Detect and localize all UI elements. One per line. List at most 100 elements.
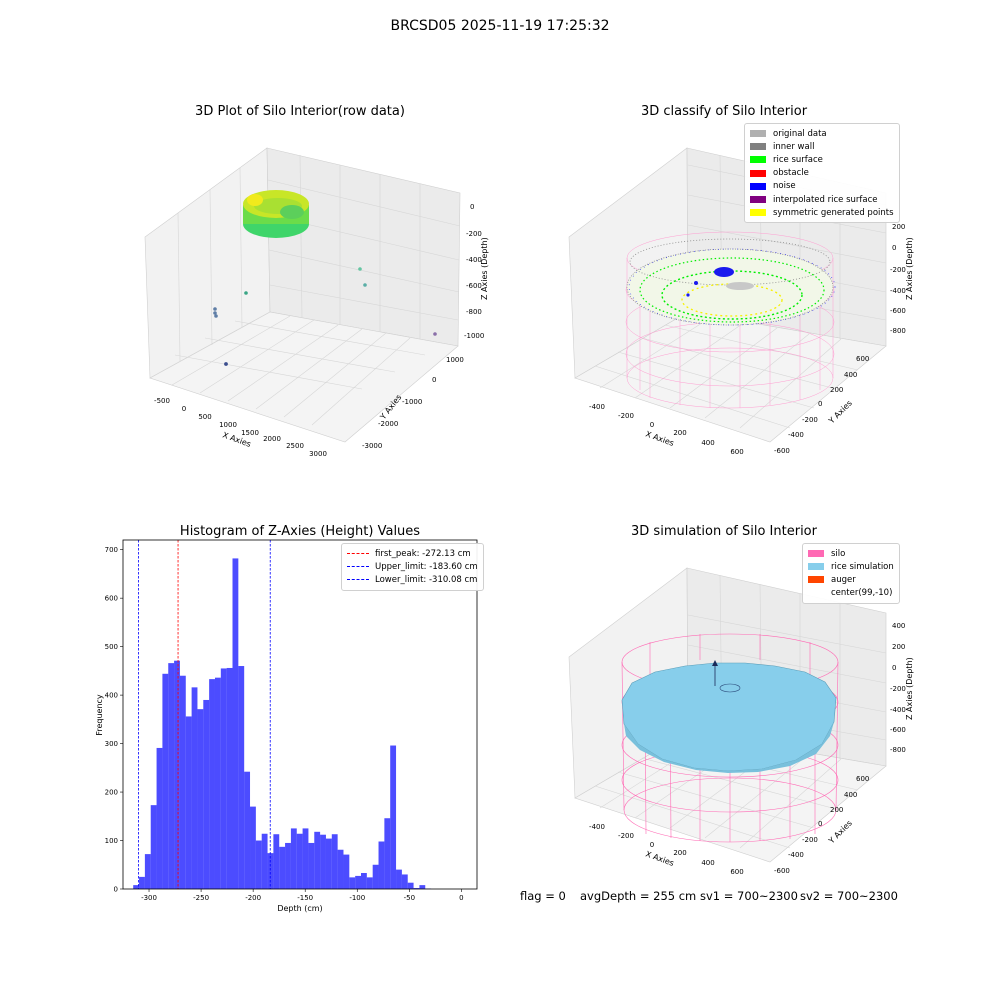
hist-x-axis: -300 -250 -200 -150 -100 -50 0: [141, 889, 464, 902]
z-tick-label: -400: [466, 256, 482, 264]
legend-label: symmetric generated points: [773, 207, 894, 218]
x-tick-label: -50: [404, 894, 415, 902]
panel1-rice-cluster: [243, 190, 309, 238]
hist-bar: [314, 831, 321, 889]
hist-bar: [302, 828, 309, 889]
panel2-title: 3D classify of Silo Interior: [640, 104, 808, 119]
panel4-title: 3D simulation of Silo Interior: [631, 524, 817, 539]
x-tick-label: -250: [193, 894, 209, 902]
legend-item: rice simulation: [808, 560, 894, 573]
hist-bar: [343, 854, 350, 889]
hist-bar: [290, 828, 297, 889]
hist-bar: [191, 687, 198, 889]
z-tick-label: 400: [892, 622, 905, 630]
panel2-ylabel: Y Axies: [826, 399, 854, 427]
legend-item: first_peak: -272.13 cm: [347, 547, 478, 560]
hist-bar: [396, 869, 402, 889]
x-tick-label: -400: [589, 403, 605, 411]
legend-item: auger: [808, 573, 894, 586]
hist-bar: [179, 675, 186, 889]
hist-bar: [331, 834, 338, 889]
z-tick-label: 0: [892, 244, 896, 252]
hist-bar: [407, 882, 414, 889]
legend-item: noise: [750, 180, 894, 193]
panel1-tick-labels: -500 0 500 1000 1500 2000 2500 3000 1000…: [154, 203, 484, 458]
hist-bar: [308, 842, 315, 889]
panel4-3d-plot: -400 -200 0 200 400 600 600 400 200 0 -2…: [568, 567, 914, 876]
hist-bar: [267, 853, 274, 889]
legend-label: center(99,-10): [831, 588, 893, 599]
hist-bar: [261, 833, 268, 889]
hist-bar: [150, 805, 157, 889]
flag-text: flag = 0: [520, 889, 566, 903]
y-tick-label: 0: [432, 376, 436, 384]
hist-bar: [384, 818, 391, 889]
hist-bar: [255, 840, 262, 889]
legend-item: center(99,-10): [808, 587, 894, 600]
hist-bar: [413, 888, 420, 889]
legend-label: obstacle: [773, 168, 809, 179]
y-tick-label: 500: [105, 643, 118, 651]
legend-item: Upper_limit: -183.60 cm: [347, 560, 478, 573]
legend-swatch: [750, 143, 766, 151]
legend-swatch: [808, 563, 824, 571]
panel2-zlabel: Z Axies (Depth): [905, 237, 914, 300]
x-tick-label: 600: [730, 448, 743, 456]
legend-item: silo: [808, 547, 894, 560]
y-tick-label: 600: [856, 775, 869, 783]
x-tick-label: 200: [673, 849, 686, 857]
x-tick-label: -200: [618, 412, 634, 420]
y-tick-label: 100: [105, 837, 118, 845]
histogram-title: Histogram of Z-Axies (Height) Values: [179, 524, 421, 539]
x-tick-label: -300: [141, 894, 157, 902]
hist-bar: [401, 874, 408, 889]
panel4-legend: silo rice simulation auger center(99,-10…: [802, 543, 900, 604]
legend-item: interpolated rice surface: [750, 193, 894, 206]
legend-label: original data: [773, 128, 827, 139]
y-tick-label: 0: [114, 886, 118, 894]
y-tick-label: 200: [830, 806, 843, 814]
y-tick-label: 700: [105, 546, 118, 554]
legend-label: rice simulation: [831, 561, 894, 572]
x-tick-label: 2000: [263, 435, 281, 443]
x-tick-label: 500: [198, 413, 211, 421]
panel1-axes-panes: [144, 147, 461, 443]
y-tick-label: -400: [788, 431, 804, 439]
hist-bar: [209, 679, 215, 889]
legend-label: auger: [831, 574, 856, 585]
x-tick-label: -500: [154, 397, 170, 405]
panel2-tick-labels: -400 -200 0 200 400 600 600 400 200 0 -2…: [589, 223, 906, 456]
hist-bar: [226, 667, 233, 889]
hist-bar: [378, 841, 385, 889]
x-tick-label: 0: [459, 894, 463, 902]
y-tick-label: 200: [105, 789, 118, 797]
y-tick-label: -2000: [378, 420, 398, 428]
hist-bar: [320, 834, 326, 889]
legend-swatch: [750, 156, 766, 164]
legend-item: inner wall: [750, 140, 894, 153]
legend-item: rice surface: [750, 153, 894, 166]
y-tick-label: -1000: [402, 398, 422, 406]
hist-bar: [349, 877, 356, 889]
z-tick-label: -200: [890, 685, 906, 693]
hist-bar: [185, 716, 192, 889]
x-tick-label: 2500: [286, 442, 304, 450]
z-tick-label: -800: [466, 308, 482, 316]
sv2-text: sv2 = 700~2300: [800, 889, 898, 903]
panel4-zlabel: Z Axies (Depth): [905, 657, 914, 720]
z-tick-label: -200: [466, 230, 482, 238]
hist-bar: [325, 838, 332, 889]
legend-item: symmetric generated points: [750, 206, 894, 219]
y-tick-label: 0: [818, 820, 822, 828]
z-tick-label: -800: [890, 746, 906, 754]
legend-label: Upper_limit: -183.60 cm: [375, 561, 478, 572]
hist-bar: [168, 663, 175, 889]
figure-title: BRCSD05 2025-11-19 17:25:32: [390, 18, 610, 34]
y-tick-label: -200: [802, 836, 818, 844]
x-tick-label: -400: [589, 823, 605, 831]
z-tick-label: -800: [890, 327, 906, 335]
y-tick-label: -200: [802, 416, 818, 424]
legend-item: obstacle: [750, 167, 894, 180]
x-tick-label: -200: [618, 832, 634, 840]
